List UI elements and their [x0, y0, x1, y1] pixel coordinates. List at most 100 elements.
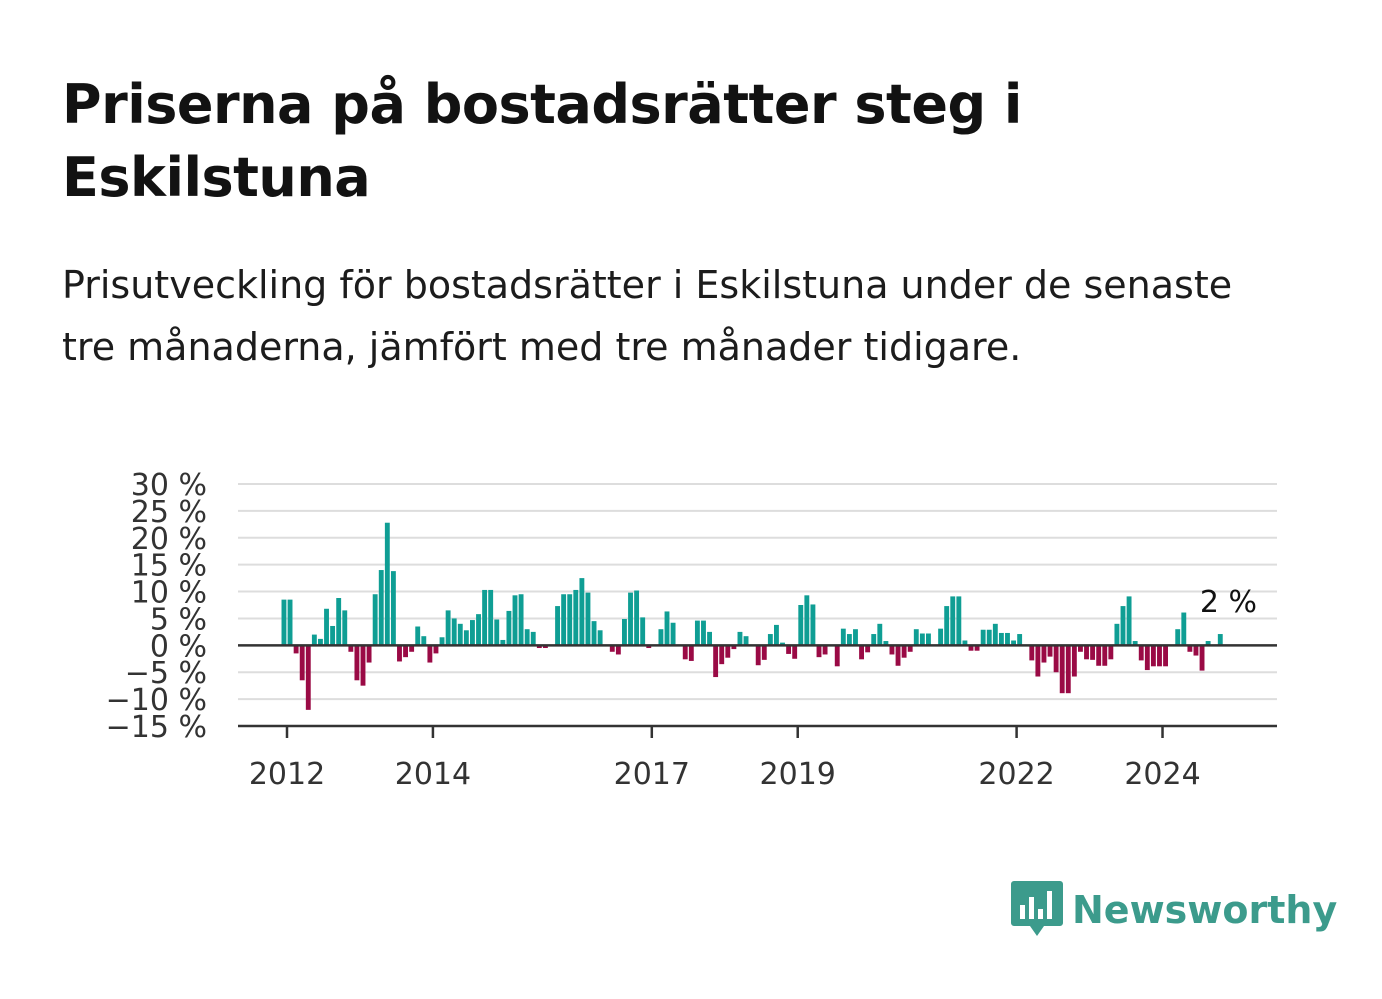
bar	[579, 578, 585, 646]
brand-name: Newsworthy	[1072, 888, 1338, 932]
bar	[707, 631, 712, 646]
bar	[719, 645, 725, 665]
bar	[974, 645, 980, 651]
bar	[834, 645, 840, 667]
y-tick-label: 0 %	[150, 629, 207, 664]
bar	[767, 634, 773, 646]
bar	[506, 610, 512, 646]
bar	[798, 605, 804, 646]
bar	[482, 589, 488, 646]
bar	[390, 571, 396, 646]
bar	[986, 629, 992, 646]
bar	[938, 628, 944, 646]
bar	[567, 594, 573, 646]
bar	[512, 595, 518, 646]
bar	[1205, 641, 1211, 646]
bar	[518, 594, 524, 646]
bar	[737, 631, 743, 646]
bar	[1090, 645, 1096, 660]
bar	[871, 634, 877, 646]
bar	[318, 638, 323, 646]
bar	[1029, 645, 1035, 661]
bar	[1047, 645, 1053, 657]
bar	[701, 620, 706, 646]
bar	[591, 621, 597, 646]
bar	[366, 645, 372, 663]
bar	[743, 636, 749, 646]
bar	[761, 645, 767, 660]
bar	[786, 645, 792, 654]
bar	[530, 631, 536, 646]
bar	[889, 645, 895, 655]
bar	[628, 592, 633, 646]
bar	[950, 596, 956, 646]
x-tick-label: 2024	[1124, 757, 1200, 792]
bar	[980, 629, 986, 646]
bar	[476, 614, 481, 646]
bar	[287, 599, 293, 646]
bar	[585, 592, 591, 646]
bar	[907, 645, 913, 652]
bar	[634, 590, 640, 646]
bar	[992, 623, 998, 646]
bar	[488, 589, 494, 646]
bar	[311, 634, 317, 646]
bar	[1175, 629, 1181, 646]
bar	[615, 645, 621, 655]
bar	[542, 645, 548, 649]
bar	[463, 630, 469, 646]
bar	[1163, 645, 1168, 667]
bar	[774, 624, 779, 646]
bar	[378, 570, 384, 646]
bar	[962, 640, 968, 646]
bar	[1017, 634, 1023, 646]
bar	[384, 522, 390, 646]
bar	[926, 633, 931, 646]
bar	[901, 645, 907, 658]
bar	[1193, 645, 1199, 656]
bar	[1041, 645, 1047, 663]
bar	[755, 645, 761, 666]
bar	[670, 622, 676, 646]
bar	[573, 589, 579, 646]
bar	[1078, 645, 1083, 652]
bar	[1005, 632, 1010, 646]
bar	[597, 630, 603, 646]
bar	[956, 596, 962, 646]
bar	[664, 611, 670, 646]
bar	[895, 645, 901, 666]
y-tick-label: 10 %	[131, 576, 207, 611]
bar-chart-bubble-icon	[1011, 881, 1063, 936]
bar	[354, 645, 360, 681]
bar	[792, 645, 798, 659]
gridlines	[238, 483, 1277, 701]
x-tick-label: 2014	[395, 757, 471, 792]
bar	[1157, 645, 1162, 667]
bar	[1102, 645, 1108, 666]
chart-subtitle: Prisutveckling för bostadsrätter i Eskil…	[62, 263, 1233, 369]
bar	[859, 645, 864, 660]
bar	[555, 606, 560, 646]
bar	[731, 645, 737, 650]
chart-title: Priserna på bostadsrätter steg i Eskilst…	[62, 73, 1022, 209]
bar	[640, 617, 646, 646]
bar	[1011, 640, 1016, 646]
bar	[1065, 645, 1071, 694]
bar	[1108, 645, 1114, 660]
bar	[330, 625, 336, 646]
bar	[1120, 606, 1126, 646]
bar	[415, 626, 421, 646]
x-tick-label: 2017	[614, 757, 690, 792]
bar	[421, 636, 427, 646]
bar-chart: −15 %−10 %−5 %0 %5 %10 %15 %20 %25 %30 %…	[106, 468, 1277, 792]
latest-value-label: 2 %	[1200, 585, 1257, 620]
bar	[646, 645, 652, 649]
bar	[299, 645, 305, 681]
y-tick-label: 20 %	[131, 522, 207, 557]
bar	[1035, 645, 1041, 677]
bar	[816, 645, 822, 658]
bar	[433, 645, 439, 654]
bar	[804, 595, 810, 646]
bar	[609, 645, 615, 652]
bar	[336, 598, 342, 646]
